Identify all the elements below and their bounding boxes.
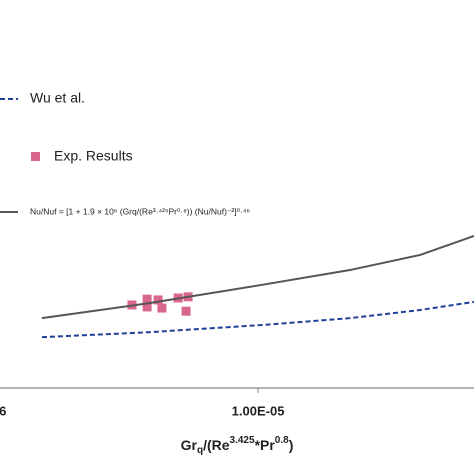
data-point	[181, 306, 191, 316]
data-line	[41, 300, 474, 339]
data-point	[142, 294, 152, 304]
legend-label: Nu/Nuf = [1 + 1.9 × 10⁶ (Grq/(Re³·⁴²⁵Pr⁰…	[30, 206, 250, 216]
data-point	[142, 302, 152, 312]
x-tick-label: 1.00E-06	[0, 403, 6, 418]
legend-label: Exp. Results	[54, 148, 133, 164]
data-point	[157, 303, 167, 313]
legend-label: Wu et al.	[30, 90, 85, 106]
data-point	[153, 295, 163, 305]
data-line	[41, 234, 474, 320]
legend-marker	[31, 152, 40, 161]
x-axis-label: Grq/(Re3.425*Pr0.8)	[181, 435, 294, 456]
x-tick-label: 1.00E-05	[232, 403, 285, 418]
